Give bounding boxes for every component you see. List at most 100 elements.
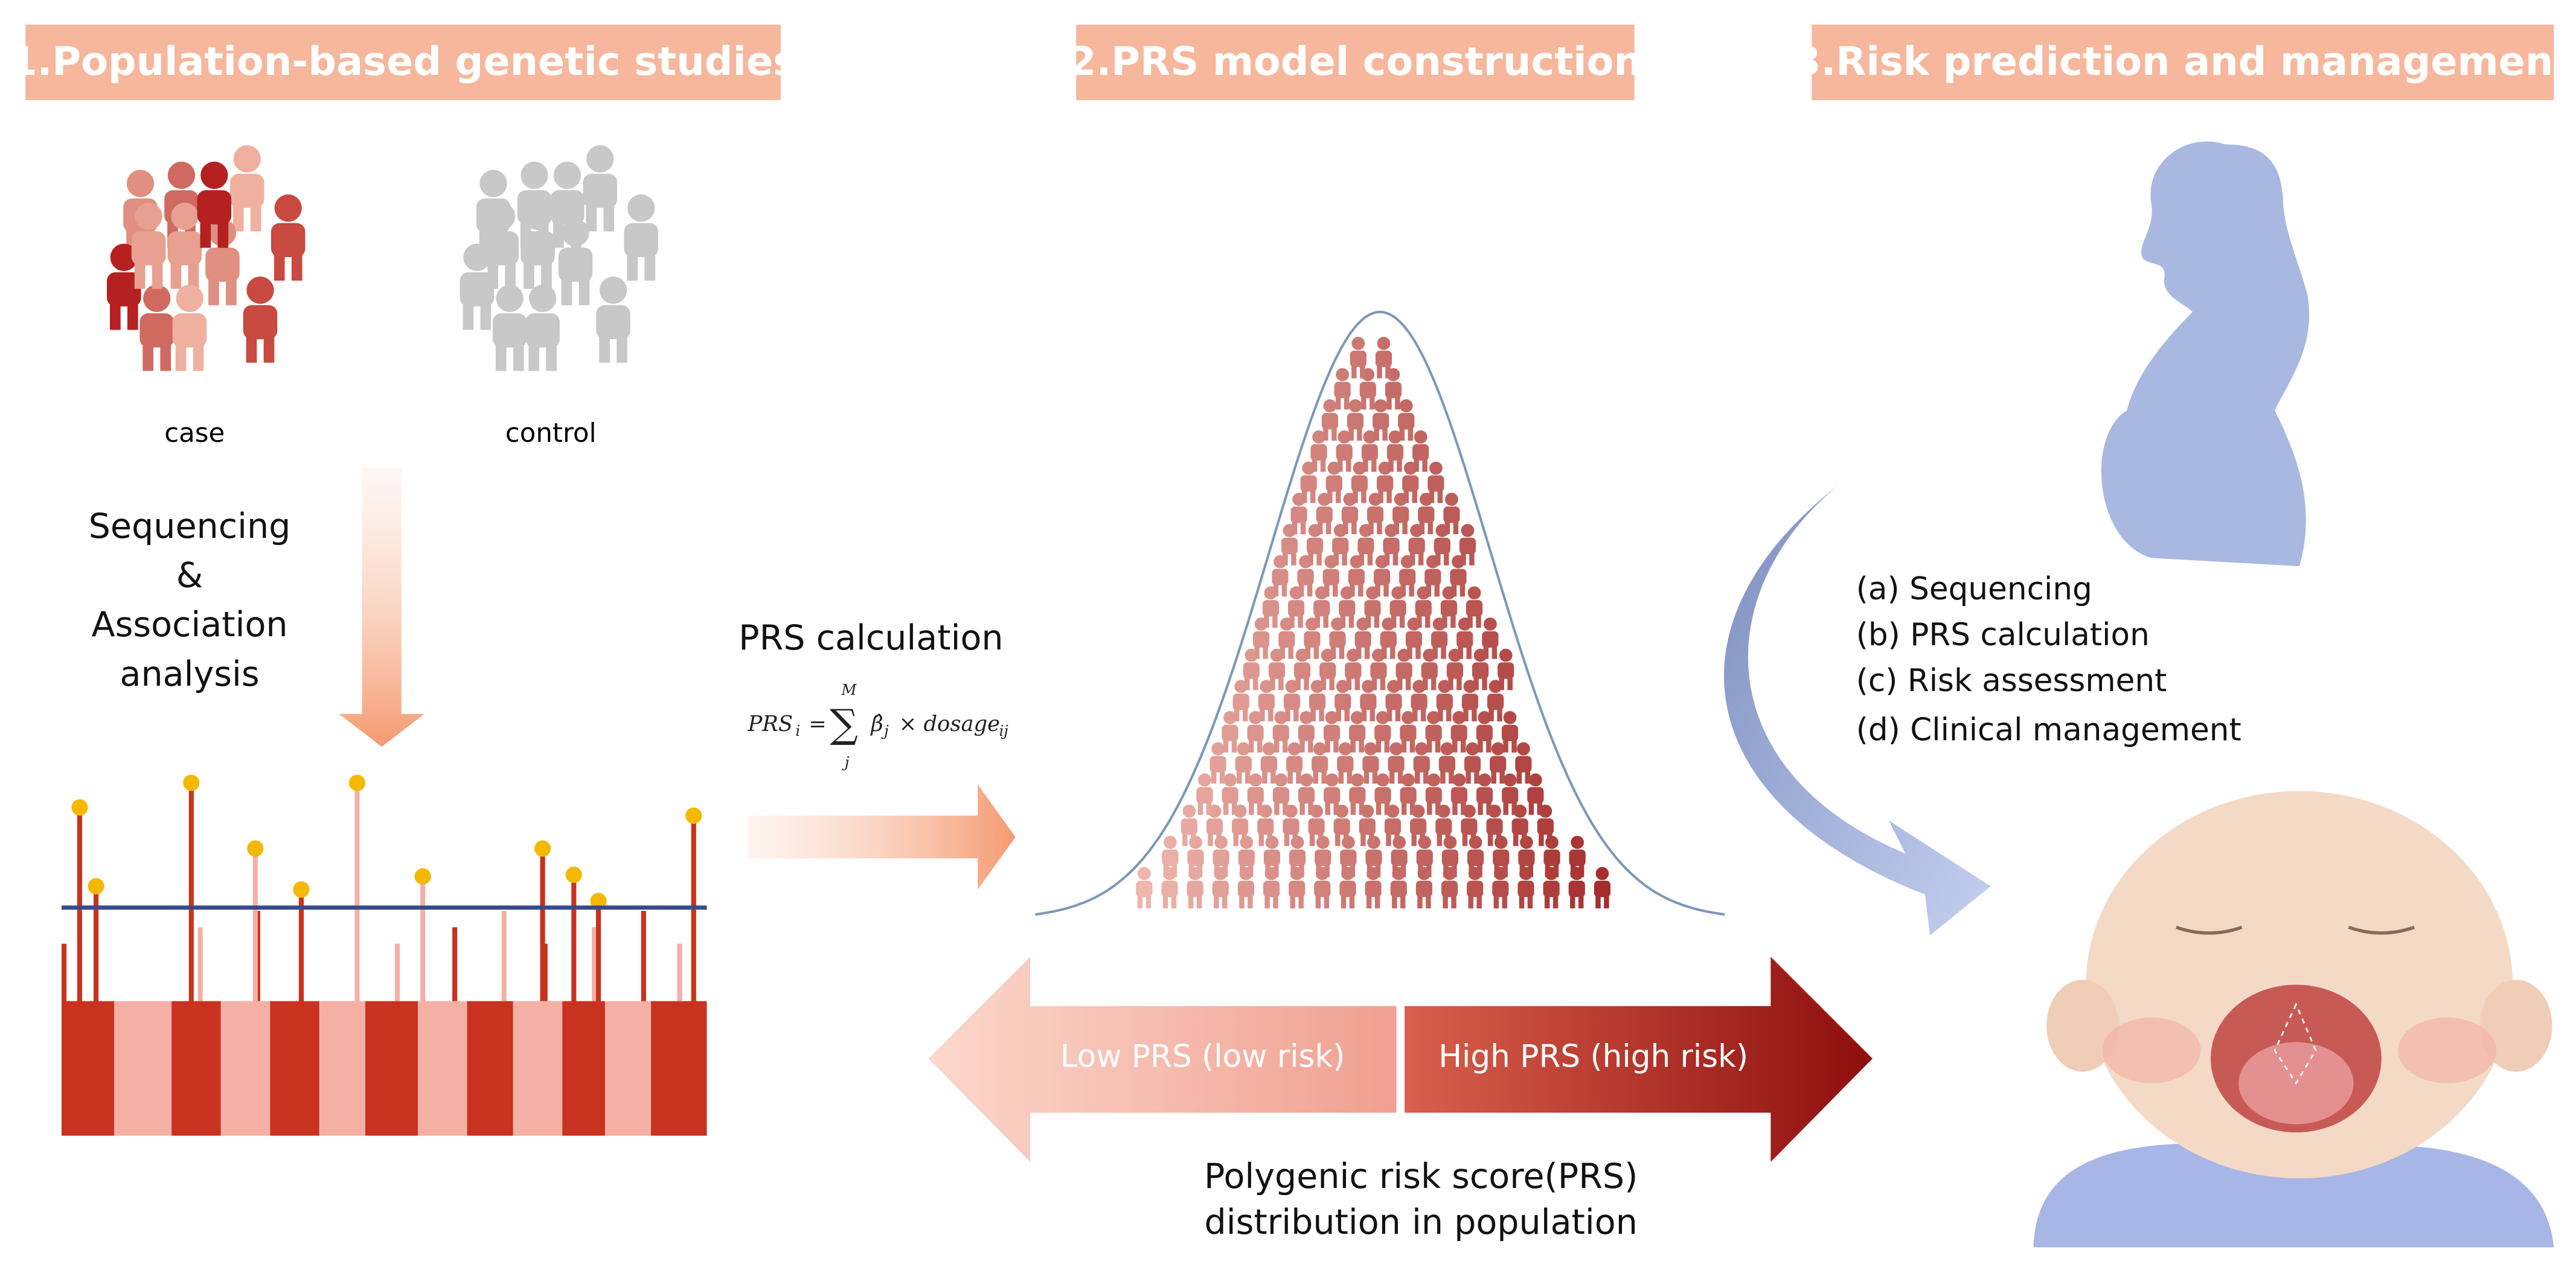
person-body [1482,631,1499,648]
person [1380,617,1397,659]
person-head [1516,742,1530,756]
person [1435,804,1452,846]
peak [595,905,601,1001]
person-leg [1248,740,1254,753]
person-leg [1392,864,1398,878]
people [107,145,1611,908]
person-leg [1525,771,1531,784]
person-leg [1301,490,1307,503]
person-body [1373,569,1391,586]
person-leg [1341,896,1347,908]
formula-part: β̂ [870,712,883,736]
person [1309,680,1326,721]
person-body [1272,569,1289,586]
person-body [1388,756,1405,773]
person-leg [1397,771,1403,784]
person-body [1467,849,1484,866]
person-body [1395,662,1412,679]
person-leg [1346,677,1352,691]
steps: (a) Sequencing (b) PRS calculation (c) R… [1856,571,2241,748]
person-leg [1411,834,1417,846]
person-leg [1366,864,1373,878]
person-leg [1424,615,1431,628]
person-leg [1327,490,1333,503]
person-leg [1298,615,1303,628]
person-leg [1348,615,1354,628]
person-leg [1310,490,1316,503]
person-leg [1503,802,1508,815]
person-leg [188,263,199,289]
person-leg [1476,615,1481,628]
person-body [1300,475,1317,492]
person-leg [1182,834,1188,846]
person [1438,742,1456,784]
person-body [460,272,495,307]
person-head [1488,680,1502,694]
person-leg [1446,709,1452,721]
person [197,161,232,248]
person-body [1391,849,1408,866]
person [167,202,202,289]
person [1450,773,1468,815]
person-head [1262,742,1276,756]
person-leg [1290,896,1295,908]
chromosome [417,1001,467,1136]
person-body [1187,849,1204,866]
person-leg [1382,428,1388,441]
person-leg [1369,834,1374,846]
person-leg [1438,709,1443,721]
pregnant-woman [2101,141,2310,567]
person-leg [1280,646,1286,659]
person [1569,835,1586,878]
person-body [1486,818,1503,835]
star [88,878,104,895]
person-leg [1336,709,1342,721]
person-head [1198,773,1211,787]
person-body [1425,724,1442,741]
person-leg [1361,490,1366,503]
person-leg [1494,864,1500,878]
person-leg [1604,896,1609,908]
person-leg [1316,864,1322,878]
person-leg [1344,709,1350,721]
person-body [1440,600,1458,617]
person-head [1412,680,1426,694]
person-head [1389,742,1403,756]
person-body [1349,787,1366,804]
person-leg [1274,864,1279,878]
person-leg [1231,802,1237,815]
panel-title: 3.Risk prediction and management [1793,39,2572,85]
person-head [1376,710,1389,724]
person-body [1310,444,1327,461]
person-leg [1466,646,1472,659]
person-leg [1366,896,1372,908]
person-body [1339,881,1356,898]
person [1323,710,1341,753]
person-leg [1349,896,1355,908]
person [596,276,630,363]
person-head [1350,710,1364,724]
person-head [1327,461,1341,475]
person-leg [1310,709,1316,721]
panel-title: 1.Population-based genetic studies [10,39,796,85]
baby-body [2033,1143,2554,1248]
person-leg [524,263,534,289]
person-body [1181,818,1197,835]
person-body [1289,881,1306,898]
person-leg [1304,677,1309,691]
person [229,145,264,232]
baby-cheek [2397,1017,2497,1083]
person-body [1238,849,1255,866]
person [1374,710,1391,753]
person-leg [1511,802,1517,815]
person-body [1293,662,1311,679]
person-leg [1342,553,1347,566]
person-leg [1358,584,1363,597]
person-leg [603,205,615,232]
person-head [1164,835,1177,849]
person-leg [1321,771,1327,784]
person-leg [1239,896,1245,908]
person-leg [1374,615,1380,628]
person-body [1312,756,1328,773]
person [1411,680,1427,721]
